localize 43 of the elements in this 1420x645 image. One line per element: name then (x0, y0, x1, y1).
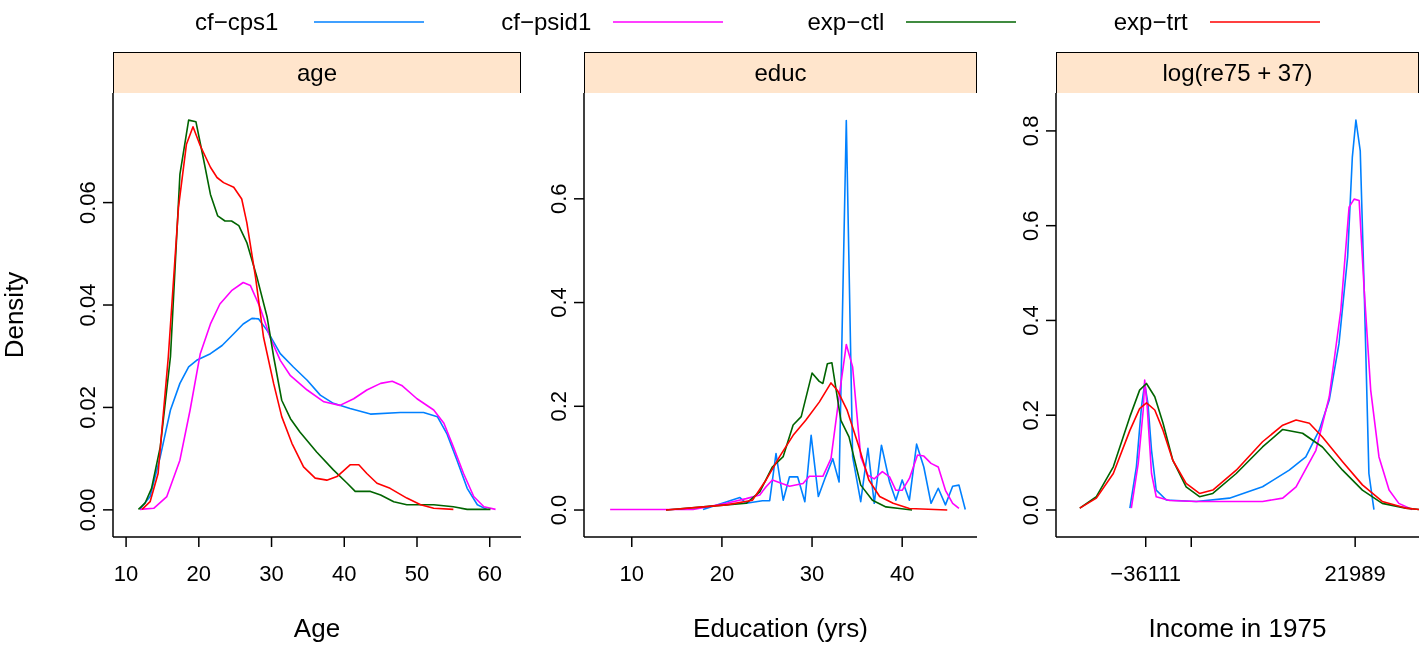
line-series (1130, 198, 1413, 511)
line-series (139, 281, 497, 511)
chart-title: log(re75 + 37) (1056, 52, 1419, 93)
y-tick-label: 0.06 (75, 181, 100, 225)
line-series (665, 382, 949, 511)
chart-title: educ (584, 52, 977, 93)
legend-label: exp−ctl (807, 8, 885, 36)
y-tick-label: 0.0 (546, 494, 571, 526)
line-series (1129, 119, 1375, 511)
line-series (609, 343, 960, 511)
line-series (1078, 402, 1419, 511)
x-axis-title: Age (293, 613, 341, 643)
x-tick-label: 30 (799, 561, 825, 586)
y-tick-label: 0.4 (546, 287, 571, 318)
y-axis-title: Density (0, 271, 30, 359)
x-tick-label: 20 (709, 561, 735, 586)
line-series (702, 119, 967, 511)
x-tick-label: 10 (619, 561, 645, 586)
legend-label: cf−psid1 (501, 8, 592, 36)
x-axis-title: Income in 1975 (1148, 613, 1327, 643)
y-tick-label: 0.6 (1018, 210, 1043, 241)
x-tick-label: 40 (889, 561, 915, 586)
y-tick-label: 0.02 (75, 386, 100, 429)
x-tick-label: 40 (332, 561, 357, 586)
y-tick-label: 0.2 (546, 390, 571, 422)
x-axis-title: Education (yrs) (693, 613, 868, 643)
y-tick-label: 0.04 (75, 283, 100, 327)
y-tick-label: 0.0 (1018, 494, 1043, 526)
y-tick-label: 0.00 (75, 488, 100, 532)
y-tick-label: 0.2 (1018, 399, 1043, 431)
x-tick-label: 20 (186, 561, 212, 586)
x-tick-label: 50 (404, 561, 430, 586)
x-tick-label: 60 (477, 561, 502, 586)
x-tick-label: 30 (259, 561, 284, 586)
x-tick-label: 10 (113, 561, 139, 586)
y-tick-label: 0.8 (1018, 115, 1043, 147)
x-tick-label: 21989 (1324, 561, 1386, 586)
legend-label: cf−cps1 (195, 8, 279, 36)
x-tick-label: −36111 (1110, 561, 1182, 586)
legend-label: exp−trt (1113, 8, 1188, 36)
chart-title: age (113, 52, 521, 93)
y-tick-label: 0.6 (546, 183, 571, 215)
y-tick-label: 0.4 (1018, 305, 1043, 336)
